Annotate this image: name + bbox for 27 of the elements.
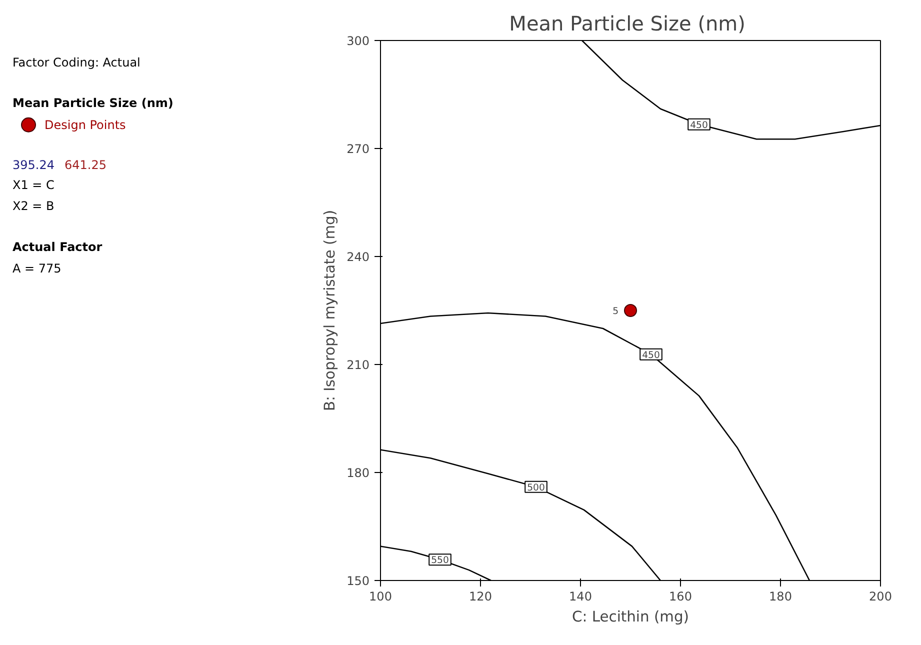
x-tick-label: 200 [869, 590, 892, 604]
line-series [380, 449, 662, 580]
annotation: 5 [612, 306, 619, 317]
x-tick-label: 160 [669, 590, 692, 604]
y-tick-label: 300 [346, 34, 370, 48]
y-tick-label: 210 [346, 358, 370, 372]
x-tick-label: 140 [569, 590, 592, 604]
text: A = 775 [12, 261, 62, 276]
x-tick-label: 120 [469, 590, 492, 604]
x-axis-title: C: Lecithin (mg) [572, 608, 689, 626]
text: X2 = B [12, 198, 54, 213]
x-tick-label: 180 [769, 590, 792, 604]
y-tick-label: 240 [346, 250, 370, 264]
text: X1 = C [12, 178, 54, 192]
text: Actual Factor [12, 240, 102, 254]
legend-label: Design Points [44, 118, 126, 132]
legend-title: Mean Particle Size (nm) [12, 96, 174, 110]
text: 395.24 [12, 158, 54, 172]
x-tick-label: 100 [369, 590, 392, 604]
y-tick-label: 180 [346, 466, 370, 480]
point [624, 304, 637, 317]
y-axis-title: B: Isopropyl myristate (mg) [322, 210, 339, 412]
y-tick-label: 270 [346, 142, 370, 156]
text: Factor Coding: Actual [12, 55, 140, 70]
y-tick-label: 150 [346, 574, 370, 588]
chart-title: Mean Particle Size (nm) [509, 12, 746, 36]
text: 641.25 [64, 158, 106, 172]
